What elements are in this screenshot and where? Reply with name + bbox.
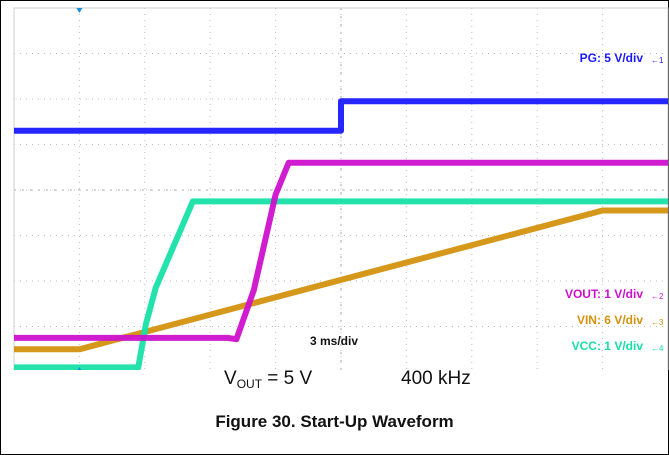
channel-label-ch3: VIN: 6 V/div: [577, 313, 643, 327]
frequency-condition: 400 kHz: [401, 368, 471, 389]
trigger-marker-top: [76, 8, 83, 13]
channel-label-ch1: PG: 5 V/div: [580, 51, 644, 65]
scope-chart: PG: 5 V/div ←1 VOUT: 1 V/div ←2 VIN: 6 V/div…: [13, 7, 669, 370]
channel-marker-ch2: ←2: [651, 292, 664, 301]
channel-label-ch4: VCC: 1 V/div: [572, 339, 644, 353]
channel-marker-ch4: ←4: [651, 344, 664, 353]
channel-marker-ch1: ←1: [651, 56, 664, 65]
plot-frame: [13, 7, 669, 370]
figure-caption: Figure 30. Start-Up Waveform: [215, 412, 454, 431]
vout-condition: VOUT = 5 V: [224, 368, 313, 391]
trace-ch1: [14, 98, 668, 134]
channel-label-ch2: VOUT: 1 V/div: [565, 287, 643, 301]
scope-traces: [14, 98, 668, 370]
channel-marker-ch3: ←3: [651, 318, 664, 327]
trigger-marker-bottom: [77, 367, 82, 370]
scope-markers: [76, 8, 83, 370]
trace-ch3: [14, 207, 668, 353]
scope-grid: [13, 7, 669, 370]
timebase-label: 3 ms/div: [310, 334, 358, 348]
trace-ch2: [14, 159, 668, 343]
scope-labels: PG: 5 V/div ←1 VOUT: 1 V/div ←2 VIN: 6 V/div…: [310, 51, 664, 353]
